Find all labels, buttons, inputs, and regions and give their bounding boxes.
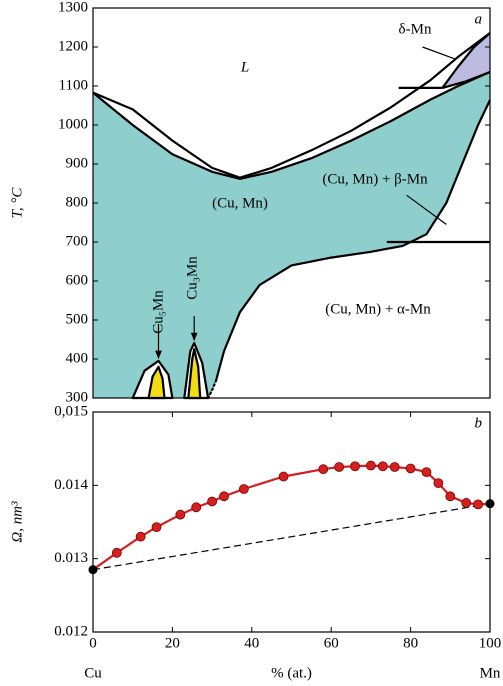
phase-boundary	[215, 99, 491, 381]
data-point	[421, 467, 432, 478]
annotation: Cu₅Mn	[150, 290, 166, 334]
annotation: (Cu, Mn) + β-Mn	[322, 171, 428, 187]
fit-curve	[92, 464, 491, 571]
data-point	[365, 460, 376, 471]
phase-boundary	[442, 70, 491, 89]
x-end-label: Cu	[84, 665, 102, 681]
x-tick-label: 20	[165, 635, 180, 651]
phase-boundary	[422, 46, 455, 60]
x-axis-label: % (at.)	[271, 665, 312, 681]
data-point	[389, 462, 400, 472]
y-tick-label: 800	[66, 194, 89, 210]
annotation: Cu₃Mn	[184, 256, 200, 300]
annotation: δ-Mn	[399, 21, 432, 37]
panel-label: b	[475, 415, 483, 431]
x-tick-label: 100	[479, 635, 502, 651]
panel-label: a	[475, 11, 483, 27]
x-tick-label: 40	[244, 635, 259, 651]
y-tick-label: 1300	[58, 0, 88, 15]
y-tick-label: 0.013	[54, 550, 88, 566]
x-tick-label: 60	[324, 635, 339, 651]
y-tick-label: 500	[66, 311, 89, 327]
data-point	[191, 502, 202, 513]
reference-line	[92, 503, 491, 571]
data-point	[238, 484, 249, 494]
y-tick-label: 300	[66, 389, 89, 405]
data-point	[151, 522, 162, 533]
y-tick-label: 0.014	[54, 477, 88, 493]
data-point	[278, 471, 289, 482]
data-point	[318, 464, 329, 475]
data-point	[334, 462, 345, 472]
y-tick-label: 900	[66, 155, 89, 171]
x-tick-label: 0	[89, 635, 97, 651]
data-point	[207, 496, 218, 507]
phase-boundary	[92, 32, 491, 179]
annotation: (Cu, Mn) + α-Mn	[325, 301, 431, 317]
data-point	[219, 491, 229, 502]
y-tick-label: 0.012	[54, 623, 88, 639]
data-point	[135, 531, 146, 542]
y-tick-label: 0,015	[54, 403, 88, 419]
x-tick-label: 80	[403, 635, 418, 651]
data-point	[445, 491, 456, 502]
phase-boundary	[441, 32, 491, 89]
phase-boundary	[92, 70, 491, 180]
y-tick-label: 1000	[58, 116, 88, 132]
data-point	[175, 509, 186, 520]
y-tick-label: 1200	[58, 38, 88, 54]
plot-frame	[92, 411, 491, 633]
data-point	[405, 463, 416, 474]
data-point	[350, 461, 360, 472]
y-axis-label: Ω, nm³	[9, 501, 25, 543]
region-fill	[93, 72, 490, 398]
annotation: (Cu, Mn)	[212, 195, 268, 211]
data-point	[111, 547, 122, 558]
phase-boundary	[207, 379, 218, 400]
data-point	[377, 461, 388, 472]
annotation: L	[240, 59, 249, 75]
y-tick-label: 600	[66, 272, 89, 288]
phase-boundary	[406, 194, 447, 225]
y-axis-label: T, °C	[9, 187, 25, 219]
region-fill	[442, 33, 490, 88]
y-tick-label: 400	[66, 350, 89, 366]
y-tick-label: 1100	[59, 77, 88, 93]
data-point	[473, 499, 483, 510]
data-point	[461, 498, 472, 508]
y-tick-label: 700	[66, 233, 89, 249]
x-end-label: Mn	[480, 665, 501, 681]
data-point	[433, 478, 444, 489]
